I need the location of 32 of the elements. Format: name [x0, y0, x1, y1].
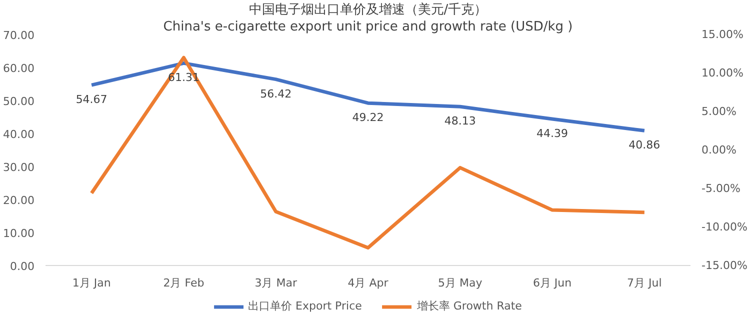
y-tick-label: 0.00 — [10, 260, 35, 273]
y2-tick-label: 5.00% — [702, 105, 736, 118]
y-tick-label: 50.00 — [3, 95, 35, 108]
data-label: 44.39 — [536, 127, 568, 140]
data-label: 56.42 — [260, 87, 292, 100]
y-tick-label: 20.00 — [3, 194, 35, 207]
chart-title: 中国电子烟出口单价及增速（美元/千克） — [248, 2, 488, 18]
y-tick-label: 70.00 — [3, 29, 35, 42]
x-tick-label: 3月 Mar — [254, 276, 298, 290]
x-tick-label: 1月 Jan — [72, 276, 111, 290]
x-tick-label: 7月 Jul — [627, 276, 662, 290]
data-label: 54.67 — [76, 93, 108, 106]
y2-tick-label: 15.00% — [702, 28, 744, 41]
y-tick-label: 10.00 — [3, 227, 35, 240]
chart-subtitle: China's e-cigarette export unit price and growth rate (USD/kg ) — [163, 20, 573, 34]
y2-tick-label: -15.00% — [702, 259, 748, 272]
y2-tick-label: 0.00% — [702, 144, 736, 156]
legend-label: 增长率 Growth Rate — [416, 298, 522, 314]
x-tick-label: 5月 May — [438, 276, 483, 290]
y2-tick-label: -10.00% — [702, 220, 748, 234]
x-tick-label: 4月 Apr — [348, 276, 389, 290]
y2-tick-label: -5.00% — [702, 182, 740, 195]
legend-label: 出口单价 Export Price — [248, 298, 362, 314]
y-tick-label: 30.00 — [3, 161, 35, 174]
data-label: 49.22 — [352, 111, 384, 124]
y-tick-label: 40.00 — [3, 128, 35, 141]
y-tick-label: 60.00 — [3, 62, 35, 75]
x-tick-label: 6月 Jun — [532, 276, 572, 290]
x-tick-label: 2月 Feb — [163, 276, 204, 290]
y2-tick-label: 10.00% — [702, 66, 744, 80]
data-label: 40.86 — [628, 138, 660, 152]
data-label: 48.13 — [444, 114, 476, 128]
